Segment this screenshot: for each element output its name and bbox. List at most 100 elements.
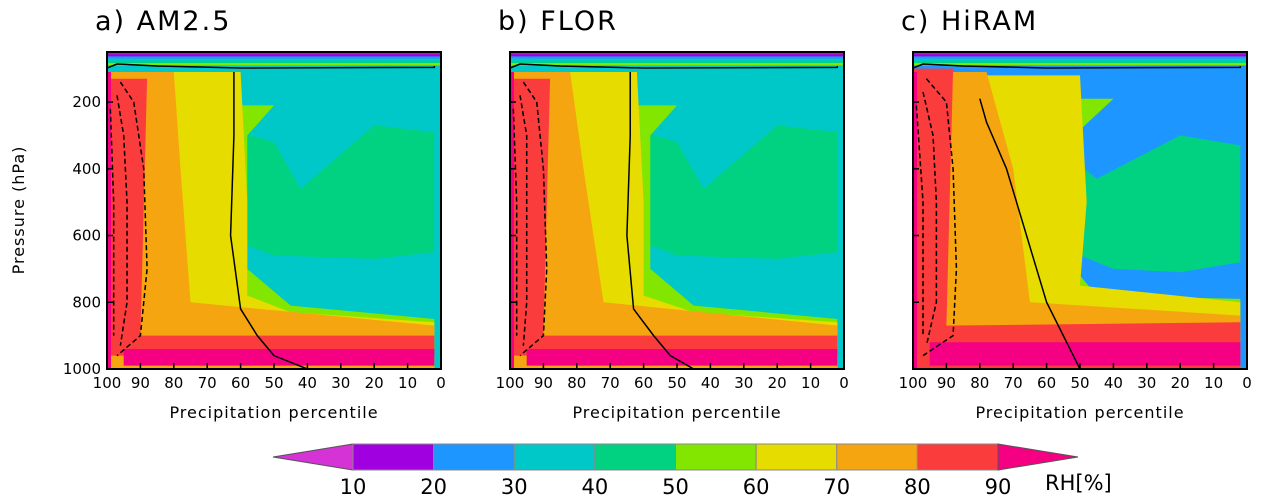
x-tick-label: 60 — [231, 374, 250, 392]
x-tick-label: 20 — [768, 374, 787, 392]
colorbar-tick-label: 10 — [340, 475, 367, 498]
top-strip — [510, 52, 844, 55]
colorbar-label: RH[%] — [1045, 471, 1112, 495]
plot-area — [510, 52, 844, 369]
panel-title: a) AM2.5 — [95, 6, 231, 37]
dashed-contour — [922, 78, 958, 357]
x-tick-label: 40 — [701, 374, 720, 392]
x-tick-label: 60 — [1037, 374, 1056, 392]
top-strip — [913, 54, 1247, 57]
x-tick-label: 50 — [667, 374, 686, 392]
colorbar-segment — [755, 443, 838, 471]
rh-region-40 — [220, 125, 435, 259]
x-tick-label: 20 — [1171, 374, 1190, 392]
x-tick-label: 70 — [198, 374, 217, 392]
x-tick-label: 10 — [1204, 374, 1223, 392]
dashed-contour — [519, 95, 528, 346]
rh-region-70 — [913, 72, 1241, 369]
colorbar-tick-label: 40 — [582, 475, 609, 498]
dashed-contour — [116, 95, 128, 346]
top-strip — [107, 63, 441, 66]
colorbar: 10 20 30 40 50 60 70 80 90 RH[%] — [272, 443, 1112, 498]
x-axis-label: Precipitation percentile — [169, 403, 378, 422]
left-strip — [107, 72, 111, 369]
x-axis-label: Precipitation percentile — [975, 403, 1184, 422]
x-tick-label: 40 — [1104, 374, 1123, 392]
colorbar-segment — [675, 443, 757, 471]
top-strip — [510, 63, 844, 66]
rh-region-70 — [107, 72, 435, 369]
dashed-contour — [922, 91, 938, 346]
x-tick-label: 0 — [1242, 374, 1252, 392]
top-strip — [107, 54, 441, 57]
colorbar-segment — [916, 443, 999, 471]
solid-contour — [510, 63, 839, 69]
top-strip — [913, 63, 1247, 66]
top-strip — [913, 58, 1247, 61]
solid-contour — [913, 63, 1242, 69]
x-axis-label: Precipitation percentile — [572, 403, 781, 422]
colorbar-segment — [836, 443, 918, 471]
x-tick-label: 70 — [601, 374, 620, 392]
colorbar-tick-label: 60 — [743, 475, 770, 498]
x-tick-label: 80 — [970, 374, 989, 392]
x-tick-label: 0 — [839, 374, 849, 392]
x-tick-label: 40 — [298, 374, 317, 392]
rh-region-70 — [510, 72, 838, 369]
colorbar-extend-high — [997, 443, 1079, 471]
x-tick-label: 90 — [131, 374, 150, 392]
x-tick-label: 80 — [164, 374, 183, 392]
x-tick-label: 20 — [365, 374, 384, 392]
top-strip — [107, 52, 441, 55]
colorbar-segment — [433, 443, 515, 471]
top-strip — [510, 60, 844, 64]
plot-area — [913, 52, 1247, 369]
colorbar-extend-low — [272, 443, 354, 471]
rh-region-80 — [510, 78, 838, 356]
y-tick-label: 1000 — [63, 360, 101, 378]
x-tick-label: 30 — [331, 374, 350, 392]
dashed-contour — [116, 81, 148, 357]
x-tick-label: 30 — [734, 374, 753, 392]
rh-region-40 — [623, 125, 838, 259]
top-strip — [107, 56, 441, 59]
colorbar-tick-label: 90 — [985, 475, 1012, 498]
panel-title: c) HiRAM — [901, 6, 1038, 37]
plot-area — [107, 52, 441, 369]
colorbar-segment — [594, 443, 676, 471]
x-tick-label: 80 — [567, 374, 586, 392]
solid-contour — [107, 63, 436, 69]
colorbar-segment — [352, 443, 435, 471]
x-tick-label: 30 — [1137, 374, 1156, 392]
y-tick-label: 400 — [72, 160, 101, 178]
panel-title: b) FLOR — [498, 6, 618, 37]
x-tick-label: 100 — [496, 374, 525, 392]
colorbar-tick-label: 80 — [904, 475, 931, 498]
rh-region-40 — [1053, 135, 1241, 273]
x-tick-label: 100 — [93, 374, 122, 392]
solid-contour — [229, 72, 308, 369]
dashed-contour — [915, 105, 924, 336]
top-strip — [107, 60, 441, 64]
x-tick-label: 90 — [534, 374, 553, 392]
colorbar-tick-label: 20 — [420, 475, 447, 498]
colorbar-tick-label: 70 — [823, 475, 850, 498]
y-axis-label: Pressure (hPa) — [9, 146, 28, 275]
x-tick-label: 90 — [937, 374, 956, 392]
x-tick-label: 10 — [398, 374, 417, 392]
x-tick-label: 0 — [436, 374, 446, 392]
x-tick-label: 60 — [634, 374, 653, 392]
top-strip — [913, 52, 1247, 55]
y-tick-label: 200 — [72, 93, 101, 111]
left-strip — [510, 72, 514, 369]
rh-region-80 — [107, 78, 435, 356]
solid-contour — [979, 98, 1081, 369]
top-strip — [510, 54, 844, 57]
top-strip — [510, 56, 844, 59]
y-tick-label: 600 — [72, 227, 101, 245]
top-strip — [107, 58, 441, 61]
